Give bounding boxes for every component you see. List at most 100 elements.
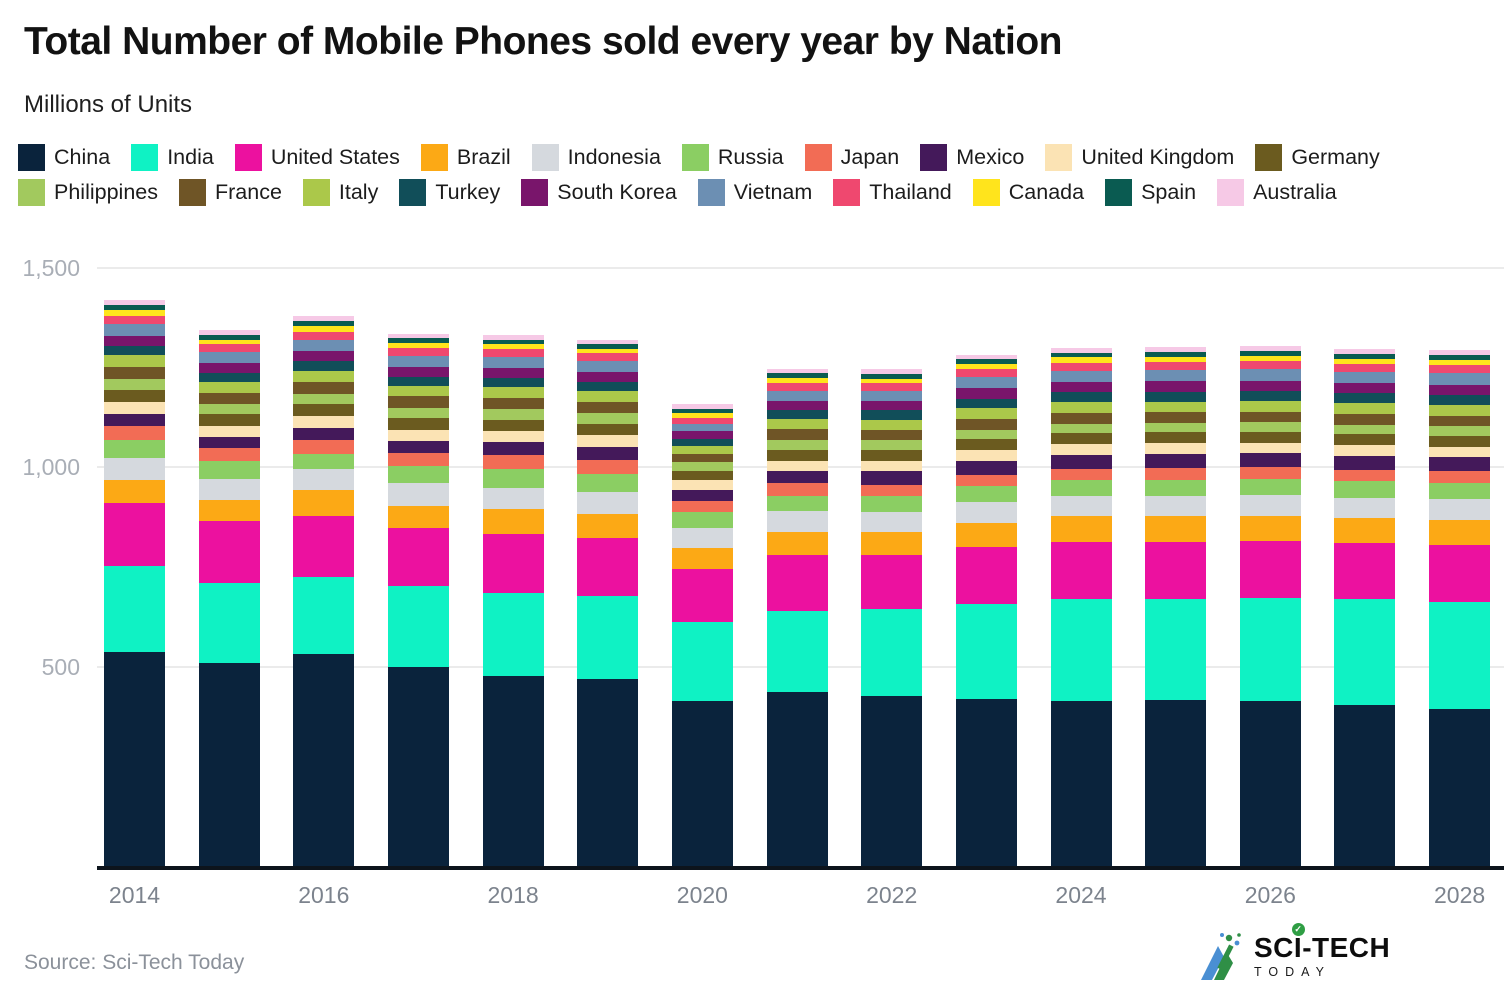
bar-segment-spain-2025 xyxy=(1145,352,1207,358)
bar-segment-australia-2018 xyxy=(482,335,544,340)
bar-segment-germany-2018 xyxy=(482,419,544,432)
bar-segment-france-2017 xyxy=(387,396,449,408)
bar-segment-mexico-2016 xyxy=(293,427,355,440)
bar-segment-australia-2019 xyxy=(577,339,639,344)
bar-segment-italy-2023 xyxy=(955,408,1017,420)
legend-label-germany: Germany xyxy=(1291,145,1380,169)
bar-segment-japan-2021 xyxy=(766,483,828,497)
bar-segment-mexico-2022 xyxy=(861,471,923,485)
legend-item-india: India xyxy=(131,144,214,171)
bar-segment-japan-2019 xyxy=(577,460,639,475)
bar-segment-spain-2016 xyxy=(293,321,355,327)
bar-segment-south-korea-2018 xyxy=(482,367,544,378)
x-axis-label-2014: 2014 xyxy=(108,882,161,908)
bar-segment-philippines-2023 xyxy=(955,429,1017,440)
bar-segment-italy-2027 xyxy=(1334,403,1396,414)
legend-item-japan: Japan xyxy=(804,144,900,171)
bar-segment-italy-2018 xyxy=(482,386,544,398)
bar-segment-thailand-2025 xyxy=(1145,362,1207,371)
legend-label-thailand: Thailand xyxy=(869,180,952,204)
bar-segment-indonesia-2015 xyxy=(198,478,260,501)
bar-segment-indonesia-2021 xyxy=(766,510,828,533)
bar-segment-spain-2024 xyxy=(1050,352,1112,358)
bar-segment-south-korea-2021 xyxy=(766,400,828,410)
bar-segment-russia-2024 xyxy=(1050,480,1112,497)
bar-segment-italy-2015 xyxy=(198,382,260,393)
bar-segment-thailand-2024 xyxy=(1050,362,1112,371)
bar-segment-turkey-2022 xyxy=(861,410,923,420)
bar-segment-germany-2027 xyxy=(1334,433,1396,446)
bar-segment-united-states-2016 xyxy=(293,515,355,578)
bar-segment-france-2025 xyxy=(1145,412,1207,424)
bar-segment-germany-2014 xyxy=(104,390,165,403)
bar-segment-philippines-2016 xyxy=(293,393,355,405)
bar-segment-brazil-2026 xyxy=(1239,515,1301,542)
bar-segment-russia-2018 xyxy=(482,469,544,488)
sci-tech-today-logo: SCI ✓ -TECH TODAY xyxy=(1199,922,1390,982)
x-axis-label-2016: 2016 xyxy=(298,882,350,908)
legend-item-vietnam: Vietnam xyxy=(697,179,813,206)
bar-2026 xyxy=(1239,346,1301,866)
bar-segment-italy-2017 xyxy=(387,385,449,397)
bar-segment-france-2028 xyxy=(1429,415,1491,427)
legend-swatch-italy xyxy=(302,179,330,206)
bar-segment-italy-2022 xyxy=(861,419,923,430)
bar-segment-vietnam-2023 xyxy=(955,376,1017,389)
legend-label-vietnam: Vietnam xyxy=(733,180,813,204)
bar-segment-united-kingdom-2021 xyxy=(766,460,828,472)
bar-segment-indonesia-2020 xyxy=(671,527,733,549)
legend-swatch-australia xyxy=(1217,179,1245,206)
legend-item-canada: Canada xyxy=(972,179,1085,206)
legend-item-france: France xyxy=(178,179,282,206)
legend-item-brazil: Brazil xyxy=(420,144,511,171)
bar-segment-russia-2017 xyxy=(387,466,449,483)
bar-segment-brazil-2027 xyxy=(1334,517,1396,544)
bar-segment-brazil-2014 xyxy=(104,479,165,503)
bar-segment-mexico-2024 xyxy=(1050,454,1112,469)
bar-segment-japan-2014 xyxy=(104,426,165,440)
bar-segment-japan-2020 xyxy=(671,500,733,512)
bar-segment-brazil-2024 xyxy=(1050,516,1112,542)
bar-segment-thailand-2018 xyxy=(482,349,544,358)
legend-label-italy: Italy xyxy=(338,180,379,204)
bar-segment-brazil-2018 xyxy=(482,509,544,534)
bar-2018 xyxy=(482,335,544,866)
bar-segment-spain-2028 xyxy=(1429,355,1491,361)
gridline-1500 xyxy=(97,267,1504,269)
bar-segment-australia-2028 xyxy=(1429,350,1491,356)
bar-segment-united-states-2017 xyxy=(387,528,449,586)
legend-label-canada: Canada xyxy=(1008,180,1085,204)
bar-segment-turkey-2014 xyxy=(104,345,165,356)
bar-segment-thailand-2026 xyxy=(1239,361,1301,370)
bar-segment-mexico-2015 xyxy=(198,436,260,449)
bar-segment-italy-2016 xyxy=(293,370,355,383)
bar-2020 xyxy=(671,403,733,866)
bar-segment-thailand-2023 xyxy=(955,369,1017,377)
bar-segment-russia-2028 xyxy=(1429,482,1491,500)
bar-segment-india-2022 xyxy=(861,608,923,696)
x-axis-label-2026: 2026 xyxy=(1244,882,1296,908)
bar-segment-philippines-2019 xyxy=(577,412,639,424)
bar-segment-south-korea-2015 xyxy=(198,363,260,373)
legend-item-philippines: Philippines xyxy=(18,179,158,206)
bar-segment-indonesia-2018 xyxy=(482,487,544,510)
x-axis-line xyxy=(97,866,1504,870)
legend-label-japan: Japan xyxy=(840,145,900,169)
bar-segment-thailand-2020 xyxy=(671,417,733,425)
bar-segment-united-kingdom-2024 xyxy=(1050,443,1112,455)
bar-segment-germany-2026 xyxy=(1239,431,1301,443)
bar-segment-turkey-2028 xyxy=(1429,394,1491,405)
bar-segment-canada-2021 xyxy=(766,378,828,383)
logo-tagline: TODAY xyxy=(1254,964,1331,979)
bar-segment-mexico-2023 xyxy=(955,461,1017,475)
bar-segment-turkey-2024 xyxy=(1050,392,1112,403)
bar-segment-spain-2017 xyxy=(387,338,449,344)
bar-segment-united-kingdom-2027 xyxy=(1334,445,1396,456)
bar-segment-south-korea-2017 xyxy=(387,366,449,377)
bar-segment-brazil-2023 xyxy=(955,522,1017,548)
bar-segment-china-2020 xyxy=(671,700,733,866)
bar-segment-germany-2020 xyxy=(671,471,733,480)
bar-segment-canada-2025 xyxy=(1145,357,1207,363)
bar-segment-turkey-2021 xyxy=(766,409,828,420)
bar-segment-thailand-2014 xyxy=(104,315,165,324)
